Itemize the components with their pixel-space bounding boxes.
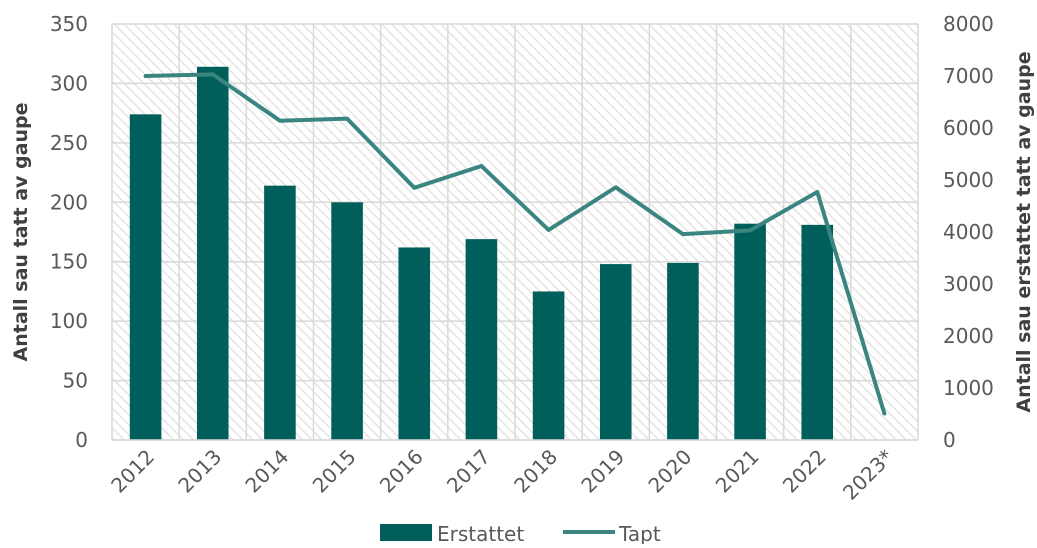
x-tick-label-2022: 2022 [778,445,831,498]
right-tick-label-2: 2000 [943,324,994,348]
right-axis-title: Antall sau erstattet tatt av gaupe [1013,51,1035,412]
bar-2015 [331,202,363,440]
bar-2018 [532,291,565,440]
line-series-tapt [143,72,887,416]
bar-2013 [196,66,229,440]
x-tick-label-2015: 2015 [308,445,361,498]
bar-2020 [667,262,699,440]
right-tick-label-6: 6000 [943,116,994,140]
right-tick-label-7: 7000 [943,64,994,88]
point-tapt-2022 [816,191,818,193]
point-tapt-2016 [413,187,415,189]
point-tapt-2018 [548,229,550,231]
legend: Erstattet Tapt [380,522,661,546]
point-tapt-2023 [883,412,885,414]
x-tick-label-2017: 2017 [442,445,495,498]
point-tapt-2021 [749,229,751,231]
right-tick-label-4: 4000 [943,220,994,244]
x-tick-label-2016: 2016 [375,445,428,498]
grid-lines [111,23,919,441]
x-tick-label-2019: 2019 [576,445,629,498]
x-tick-label-2014: 2014 [240,445,293,498]
point-tapt-2013 [212,73,214,75]
bar-2022 [801,224,834,440]
left-tick-label-2: 100 [50,309,88,333]
x-tick-label-2023: 2023* [838,445,898,505]
left-axis-title: Antall sau tatt av gaupe [10,103,32,362]
x-tick-label-2018: 2018 [509,445,562,498]
x-tick-label-2021: 2021 [711,445,764,498]
x-tick-label-2012: 2012 [106,445,159,498]
bar-2016 [398,247,431,440]
bar-2021 [734,223,766,440]
right-tick-label-0: 0 [943,428,956,452]
right-tick-label-8: 8000 [943,12,994,36]
right-tick-label-1: 1000 [943,376,994,400]
point-tapt-2020 [682,233,684,235]
left-tick-label-7: 350 [50,12,88,36]
left-tick-label-1: 50 [63,369,88,393]
left-tick-label-6: 300 [50,71,88,95]
legend-label-erstattet: Erstattet [437,522,524,544]
legend-label-tapt: Tapt [618,522,661,544]
point-tapt-2012 [145,75,147,77]
bar-2019 [599,264,632,440]
left-tick-label-4: 200 [50,190,88,214]
point-tapt-2019 [615,186,617,188]
bar-2014 [264,185,296,440]
x-tick-label-2020: 2020 [643,445,696,498]
x-tick-label-2013: 2013 [173,445,226,498]
line-tapt [143,72,887,416]
point-tapt-2015 [346,118,348,120]
point-tapt-2017 [480,165,482,167]
legend-swatch-erstattet [380,524,432,541]
point-tapt-2014 [279,120,281,122]
left-tick-label-0: 0 [75,428,88,452]
left-tick-label-5: 250 [50,131,88,155]
bar-2017 [465,239,498,440]
bar-2012 [129,114,162,441]
right-tick-label-3: 3000 [943,272,994,296]
bar-series-erstattet [129,66,834,441]
right-tick-label-5: 5000 [943,168,994,192]
left-tick-label-3: 150 [50,250,88,274]
